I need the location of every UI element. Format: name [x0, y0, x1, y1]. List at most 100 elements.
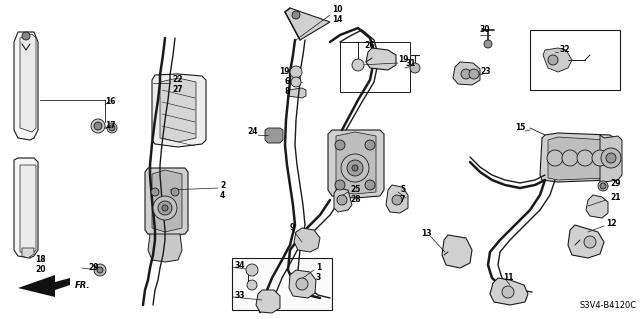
Text: 15: 15: [516, 123, 526, 132]
Circle shape: [469, 69, 479, 79]
Circle shape: [291, 77, 301, 87]
Circle shape: [352, 59, 364, 71]
Circle shape: [592, 150, 608, 166]
Text: 20: 20: [35, 265, 45, 275]
Text: 3: 3: [316, 273, 321, 283]
Text: 24: 24: [248, 128, 258, 137]
Polygon shape: [288, 88, 306, 98]
Polygon shape: [20, 165, 36, 254]
Text: FR.: FR.: [75, 280, 90, 290]
Text: 6: 6: [285, 78, 290, 86]
Circle shape: [606, 153, 616, 163]
Polygon shape: [18, 275, 70, 297]
Text: 4: 4: [220, 191, 225, 201]
Circle shape: [296, 278, 308, 290]
Polygon shape: [14, 158, 38, 258]
Polygon shape: [336, 132, 376, 194]
Circle shape: [290, 66, 302, 78]
Circle shape: [97, 267, 103, 273]
Polygon shape: [328, 130, 384, 198]
Circle shape: [91, 119, 105, 133]
Polygon shape: [20, 34, 36, 132]
Polygon shape: [386, 185, 408, 213]
Circle shape: [502, 286, 514, 298]
Text: 22: 22: [172, 76, 182, 85]
Text: 27: 27: [172, 85, 182, 94]
Circle shape: [347, 160, 363, 176]
Text: 21: 21: [610, 194, 621, 203]
Circle shape: [171, 188, 179, 196]
Text: 17: 17: [105, 122, 116, 130]
Polygon shape: [256, 290, 280, 313]
Text: 19: 19: [280, 68, 290, 77]
Text: 29: 29: [88, 263, 99, 272]
Bar: [530, 30, 620, 90]
Circle shape: [246, 264, 258, 276]
Polygon shape: [148, 234, 182, 262]
Polygon shape: [22, 248, 34, 258]
Polygon shape: [490, 278, 528, 305]
Polygon shape: [152, 170, 182, 232]
Text: 31: 31: [406, 60, 417, 69]
Polygon shape: [453, 62, 480, 85]
Polygon shape: [586, 195, 608, 218]
Circle shape: [461, 69, 471, 79]
Text: 7: 7: [400, 196, 405, 204]
Circle shape: [600, 183, 606, 189]
Polygon shape: [568, 225, 604, 258]
Polygon shape: [334, 188, 352, 212]
Circle shape: [547, 150, 563, 166]
Text: 13: 13: [422, 229, 432, 239]
Polygon shape: [548, 137, 606, 180]
Text: 33: 33: [235, 291, 246, 300]
Circle shape: [548, 55, 558, 65]
Text: 5: 5: [400, 186, 405, 195]
Circle shape: [22, 32, 30, 40]
Circle shape: [337, 195, 347, 205]
Circle shape: [247, 280, 257, 290]
Polygon shape: [145, 168, 188, 236]
Circle shape: [352, 165, 358, 171]
Text: 2: 2: [220, 182, 225, 190]
Text: 16: 16: [105, 98, 115, 107]
Circle shape: [562, 150, 578, 166]
Circle shape: [107, 123, 117, 133]
Circle shape: [365, 140, 375, 150]
Circle shape: [153, 196, 177, 220]
Text: S3V4-B4120C: S3V4-B4120C: [580, 300, 637, 309]
Polygon shape: [160, 78, 196, 142]
Circle shape: [94, 122, 102, 130]
Text: 14: 14: [332, 16, 342, 25]
Polygon shape: [442, 235, 472, 268]
Circle shape: [94, 264, 106, 276]
Circle shape: [341, 154, 369, 182]
Polygon shape: [265, 128, 283, 143]
Text: 19: 19: [398, 56, 408, 64]
Text: 30: 30: [480, 26, 490, 34]
Polygon shape: [600, 135, 622, 182]
Text: 11: 11: [503, 273, 513, 283]
Circle shape: [162, 205, 168, 211]
Polygon shape: [14, 32, 38, 140]
Polygon shape: [294, 228, 320, 252]
Circle shape: [365, 180, 375, 190]
Text: 8: 8: [285, 87, 290, 97]
Text: 28: 28: [350, 196, 360, 204]
Circle shape: [158, 201, 172, 215]
Text: 9: 9: [290, 224, 295, 233]
Bar: [232, 258, 332, 310]
Text: 32: 32: [560, 46, 570, 55]
Circle shape: [598, 181, 608, 191]
Text: 23: 23: [480, 68, 490, 77]
Text: 10: 10: [332, 5, 342, 14]
Text: 1: 1: [316, 263, 321, 272]
Text: 25: 25: [350, 186, 360, 195]
Circle shape: [584, 236, 596, 248]
Text: 34: 34: [235, 261, 246, 270]
Polygon shape: [540, 133, 614, 182]
Polygon shape: [152, 74, 206, 147]
Circle shape: [151, 188, 159, 196]
Text: 29: 29: [610, 180, 621, 189]
Circle shape: [335, 180, 345, 190]
Circle shape: [601, 148, 621, 168]
